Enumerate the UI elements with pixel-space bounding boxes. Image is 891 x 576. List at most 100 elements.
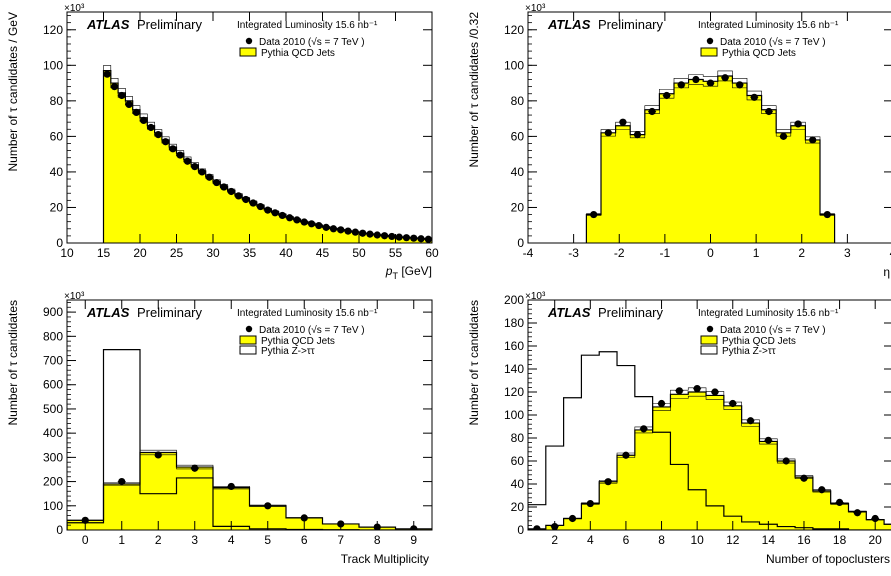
x-tick-label: 30 [206, 246, 220, 260]
data-point [604, 478, 612, 486]
data-point [633, 131, 642, 139]
y-tick-label: 60 [511, 129, 525, 143]
y-tick-label: 0 [56, 236, 63, 250]
y-tick-label: 80 [511, 431, 525, 445]
x-tick-label: 4 [228, 533, 235, 547]
y-tick-label: 60 [511, 454, 525, 468]
data-point [191, 162, 199, 171]
x-tick-label: 20 [133, 246, 147, 260]
data-point [154, 131, 162, 139]
data-point [278, 211, 286, 220]
data-point [213, 178, 221, 187]
data-point [871, 514, 879, 523]
x-axis-label: η [883, 265, 890, 279]
legend-ztautau-label: Pythia Z->ττ [722, 346, 776, 357]
y-tick-label: 100 [43, 58, 63, 72]
x-tick-label: 50 [352, 246, 366, 260]
data-point [779, 132, 788, 140]
data-point [736, 81, 744, 89]
x-tick-label: 18 [833, 533, 847, 547]
y-tick-label: 0 [517, 236, 524, 250]
data-point [300, 514, 308, 522]
legend-data-marker [245, 325, 253, 333]
qcd-fill [528, 392, 891, 530]
chart-eta: 0 20 40 60 80 100 120 -4 -3 -2 -1 0 1 2 3 4 ×10³ Number o… [467, 3, 891, 279]
y-tick-label: 100 [504, 58, 524, 72]
x-tick-label: 2 [798, 246, 805, 260]
data-point [721, 74, 729, 82]
qcd-err-down [528, 395, 891, 530]
data-point [132, 108, 140, 116]
data-point [417, 235, 425, 243]
y-tick-label: 160 [504, 339, 524, 353]
legend-data-marker [706, 37, 714, 45]
x-tick-label: 1 [753, 246, 760, 260]
data-point [147, 123, 155, 132]
data-point [264, 206, 272, 214]
data-point [125, 100, 133, 108]
data-point [344, 227, 352, 235]
y-tick-label: 40 [511, 477, 525, 491]
data-point [402, 234, 411, 242]
x-axis-label: pT [GeV] [385, 264, 432, 281]
data-point [183, 157, 192, 165]
x-tick-label: -4 [523, 246, 534, 260]
data-point [853, 509, 861, 517]
y-tick-label: 20 [511, 200, 525, 214]
x-tick-label: 4 [587, 533, 594, 547]
data-point [176, 151, 184, 159]
x-tick-label: 12 [726, 533, 740, 547]
plot-area [585, 70, 836, 243]
legend-qcd-swatch [239, 47, 257, 57]
x-tick-label: 9 [410, 533, 417, 547]
legend-qcd-swatch [700, 335, 718, 345]
data-point [256, 202, 265, 211]
x-axis-label: Track Multiplicity [341, 552, 429, 566]
data-point [249, 199, 257, 207]
y-axis-label: Number of τ candidates [467, 300, 481, 425]
x-tick-label: 40 [279, 246, 293, 260]
legend-qcd-swatch [700, 47, 718, 57]
data-point [675, 387, 683, 395]
y-tick-label: 80 [50, 94, 64, 108]
legend-qcd-label: Pythia QCD Jets [722, 336, 796, 347]
x-tick-label: 15 [97, 246, 111, 260]
data-point [140, 116, 148, 124]
atlas-label: ATLAS [547, 305, 591, 320]
y-tick-label: 120 [43, 23, 63, 37]
data-point [677, 81, 685, 89]
preliminary-label: Preliminary [598, 305, 664, 320]
data-point [227, 187, 235, 196]
y-tick-label: 180 [504, 316, 524, 330]
legend-qcd-label: Pythia QCD Jets [261, 48, 335, 59]
data-point [782, 457, 790, 465]
luminosity-label: Integrated Luminosity 15.6 nb⁻¹ [237, 20, 378, 31]
y-exponent: ×10³ [525, 3, 546, 14]
x-tick-label: 14 [762, 533, 776, 547]
data-point [103, 70, 111, 78]
data-point [161, 138, 170, 146]
data-point [286, 214, 294, 222]
plot-area [67, 349, 432, 530]
legend-ztautau-swatch [700, 345, 718, 355]
data-point [622, 451, 630, 459]
chart-pt: 0 20 40 60 80 100 120 10 15 20 25 30 35 40 45 50 55 60 ×10… [6, 3, 439, 281]
y-tick-label: 0 [56, 523, 63, 537]
data-point [154, 451, 162, 459]
data-point [706, 79, 715, 87]
x-tick-label: 0 [82, 533, 89, 547]
data-point [586, 499, 594, 508]
atlas-label: ATLAS [86, 17, 130, 32]
legend-data-label: Data 2010 (√s = 7 TeV ) [720, 36, 826, 48]
data-point [764, 436, 772, 444]
data-point [619, 118, 627, 126]
data-point [271, 209, 279, 217]
data-point [220, 183, 228, 191]
x-tick-label: 10 [60, 246, 74, 260]
data-point [794, 120, 802, 128]
data-point [533, 525, 541, 530]
plot-frame [66, 299, 433, 531]
data-point [110, 83, 119, 91]
data-point [227, 482, 235, 491]
